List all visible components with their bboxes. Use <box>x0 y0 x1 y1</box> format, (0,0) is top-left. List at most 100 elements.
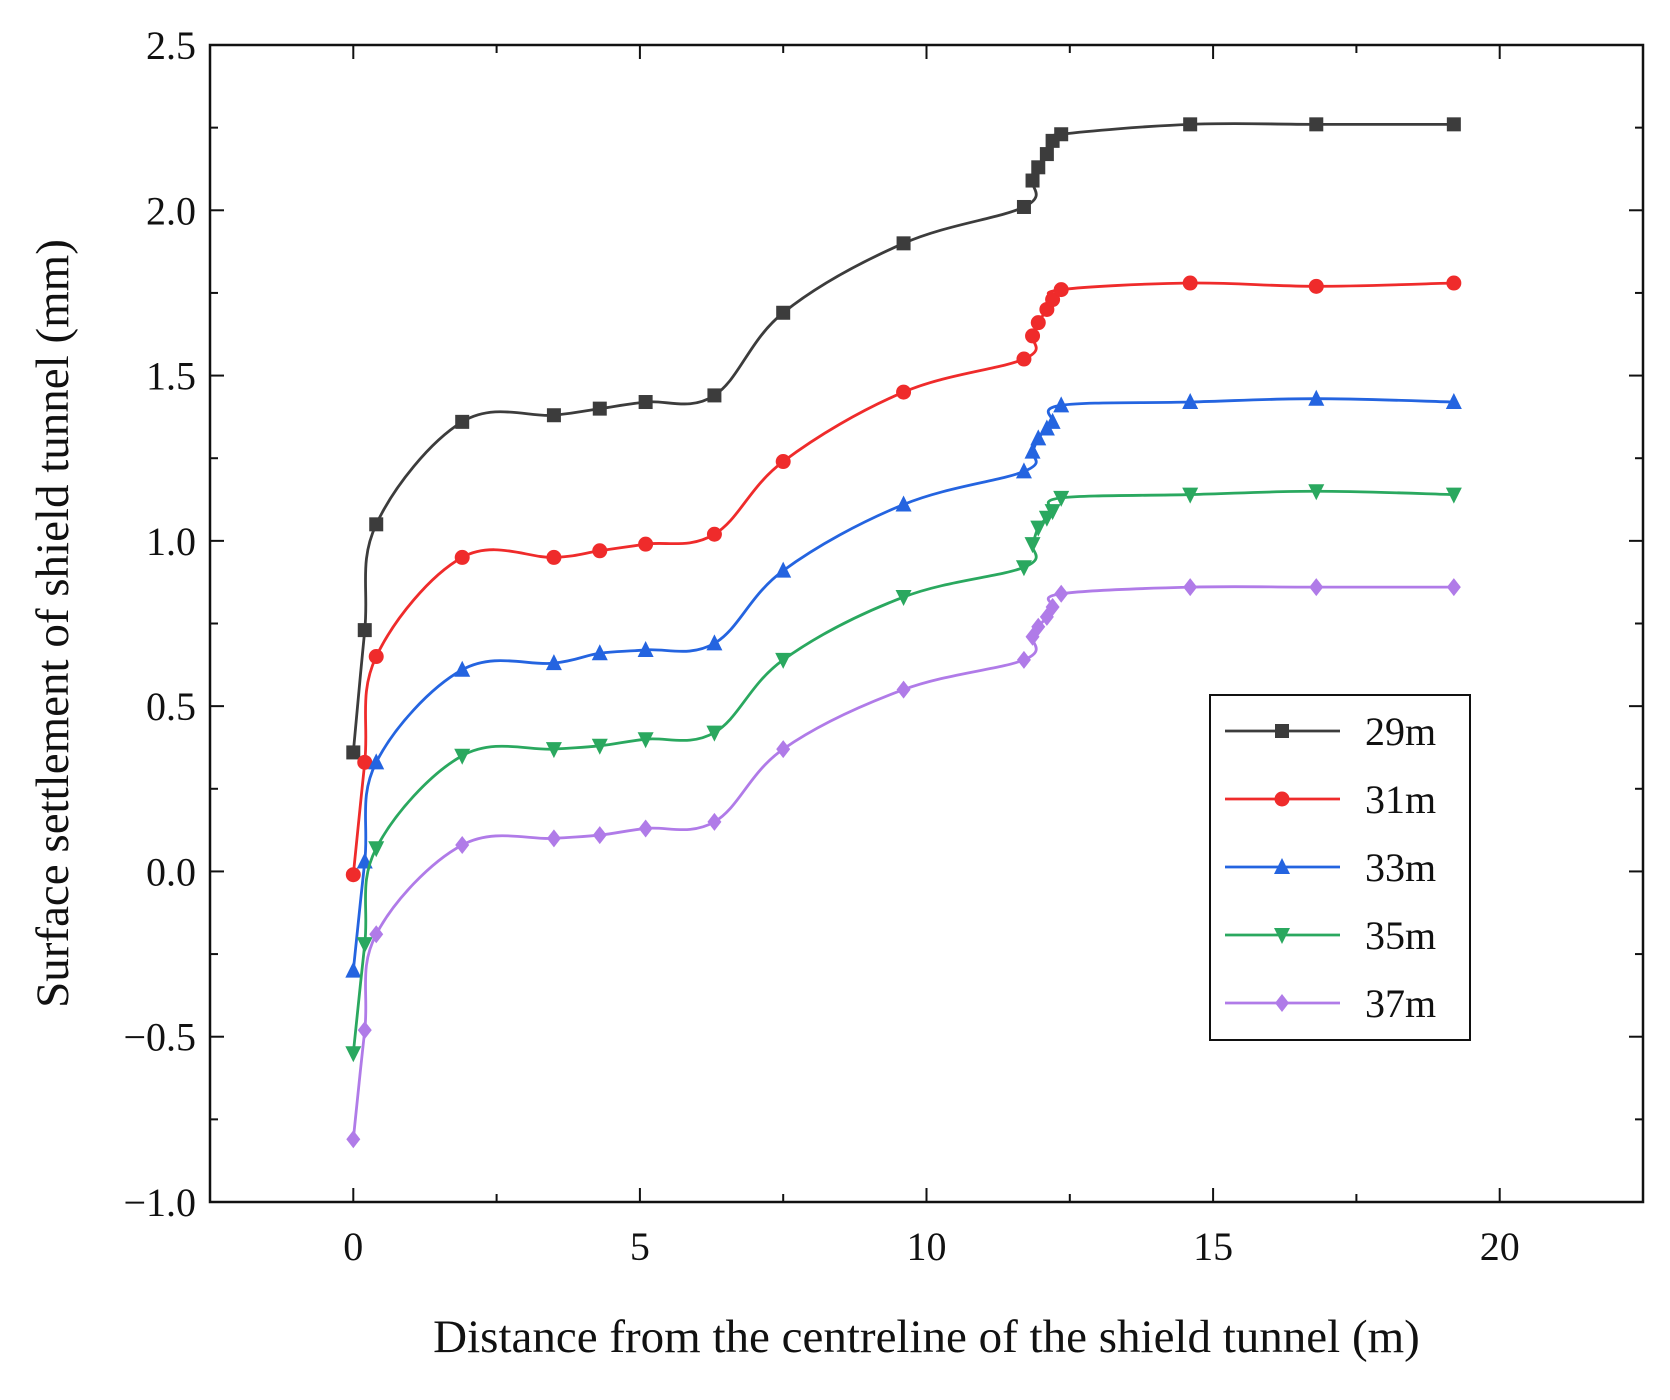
data-point-29m <box>638 395 653 410</box>
data-point-29m <box>1183 117 1198 132</box>
data-point-37m <box>707 812 722 831</box>
data-point-37m <box>638 819 653 838</box>
data-point-31m <box>1025 328 1041 344</box>
legend-marker-35m <box>1274 928 1290 944</box>
data-point-31m <box>1045 292 1061 308</box>
y-tick-label: −0.5 <box>123 1015 196 1060</box>
data-point-35m <box>454 748 471 765</box>
data-point-33m <box>1445 393 1462 410</box>
data-point-33m <box>1044 412 1061 429</box>
series-line-29m <box>351 122 1454 753</box>
data-point-29m <box>592 401 607 416</box>
x-axis-title: Distance from the centreline of the shie… <box>433 1311 1420 1363</box>
data-point-37m <box>357 1021 372 1040</box>
data-point-37m <box>1054 584 1069 603</box>
data-point-29m <box>369 517 384 532</box>
data-point-35m <box>1445 487 1462 504</box>
data-point-33m <box>1308 389 1325 406</box>
data-point-35m <box>345 1046 362 1063</box>
series-35m <box>345 484 1462 1063</box>
series-line-37m <box>351 585 1454 1140</box>
axes-layer: 0 5 10 15 20 −1.0 −0.5 0.0 0.5 1.0 1.5 2.0 2.5 <box>123 23 1645 1269</box>
data-point-31m <box>1016 351 1032 367</box>
data-point-37m <box>369 925 384 944</box>
series-line-33m <box>351 397 1454 971</box>
data-point-33m <box>368 753 385 770</box>
data-point-31m <box>345 867 361 883</box>
data-point-29m <box>1039 147 1054 162</box>
legend: 29m 31m 33m 35m 37m <box>1209 694 1471 1041</box>
y-tick-label: 0.0 <box>146 849 196 894</box>
data-point-37m <box>1183 578 1198 597</box>
data-point-35m <box>1182 487 1199 504</box>
data-point-33m <box>1053 396 1070 413</box>
data-point-37m <box>896 680 911 699</box>
series-31m <box>345 275 1462 883</box>
data-point-31m <box>454 549 470 565</box>
y-tick-label: 1.5 <box>146 354 196 399</box>
data-point-31m <box>357 754 373 770</box>
data-point-33m <box>637 640 654 657</box>
data-point-33m <box>895 495 912 512</box>
data-point-31m <box>1182 275 1198 291</box>
data-point-37m <box>1016 650 1031 669</box>
data-point-29m <box>1031 160 1046 175</box>
data-point-31m <box>1446 275 1462 291</box>
data-point-35m <box>895 590 912 607</box>
data-point-31m <box>775 454 791 470</box>
series-29m <box>346 117 1461 760</box>
data-point-29m <box>1016 199 1031 214</box>
legend-label-35m: 35m <box>1365 913 1436 958</box>
data-point-37m <box>546 829 561 848</box>
data-point-33m <box>545 654 562 671</box>
data-point-29m <box>707 388 722 403</box>
data-point-31m <box>368 649 384 665</box>
data-point-31m <box>706 526 722 542</box>
legend-label-29m: 29m <box>1365 709 1436 754</box>
y-tick-label: 2.0 <box>146 188 196 233</box>
legend-label-37m: 37m <box>1365 981 1436 1026</box>
data-point-29m <box>1054 127 1069 142</box>
data-point-35m <box>591 738 608 755</box>
data-point-31m <box>592 543 608 559</box>
data-point-37m <box>776 740 791 759</box>
legend-marker-33m <box>1274 858 1290 874</box>
data-point-33m <box>775 561 792 578</box>
data-point-37m <box>1045 597 1060 616</box>
data-point-29m <box>1025 173 1040 188</box>
data-point-33m <box>1182 393 1199 410</box>
data-point-31m <box>638 536 654 552</box>
data-point-37m <box>455 835 470 854</box>
data-point-33m <box>345 961 362 978</box>
data-point-31m <box>896 384 912 400</box>
data-point-35m <box>1053 490 1070 507</box>
data-point-35m <box>706 725 723 742</box>
x-tick-label: 20 <box>1480 1224 1520 1269</box>
data-point-31m <box>1053 282 1069 298</box>
data-point-31m <box>546 549 562 565</box>
data-point-31m <box>1030 315 1046 331</box>
legend-marker-37m <box>1275 994 1289 1012</box>
data-point-33m <box>1015 462 1032 479</box>
data-point-29m <box>546 408 561 423</box>
y-tick-label: 0.5 <box>146 684 196 729</box>
data-point-33m <box>454 660 471 677</box>
series-37m <box>346 578 1461 1149</box>
legend-marker-31m <box>1274 791 1290 807</box>
data-point-35m <box>368 841 385 858</box>
data-point-33m <box>1030 429 1047 446</box>
data-point-29m <box>1446 117 1461 132</box>
x-tick-label: 10 <box>907 1224 947 1269</box>
series-33m <box>345 389 1462 978</box>
data-point-35m <box>1030 520 1047 537</box>
y-tick-label: 1.0 <box>146 519 196 564</box>
data-point-35m <box>356 937 373 954</box>
y-axis-title: Surface settlement of shield tunnel (mm) <box>27 239 79 1008</box>
legend-marker-29m <box>1275 724 1289 738</box>
data-point-35m <box>1015 560 1032 577</box>
data-point-29m <box>896 236 911 251</box>
data-point-35m <box>1308 484 1325 501</box>
series-layer <box>345 117 1462 1149</box>
y-tick-label: −1.0 <box>123 1180 196 1225</box>
